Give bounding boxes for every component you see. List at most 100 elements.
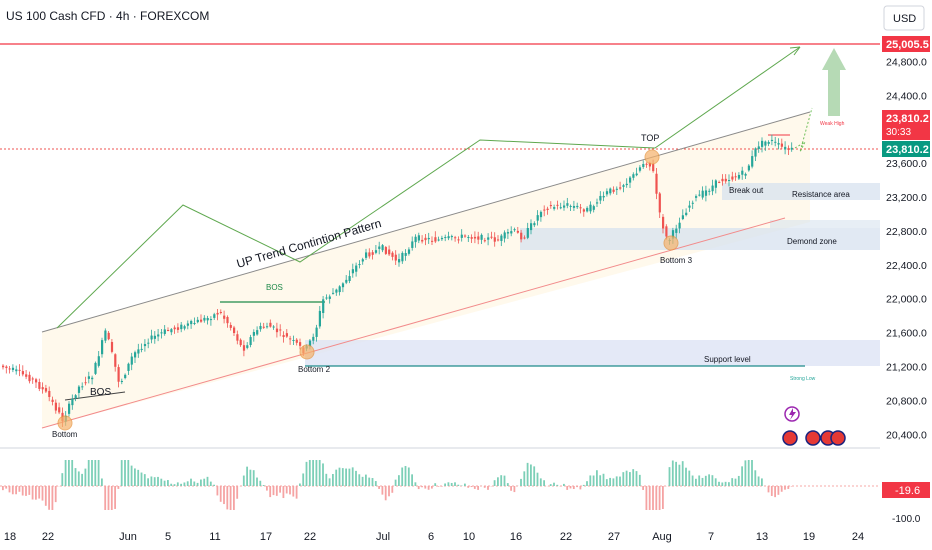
oscillator-bar xyxy=(612,478,615,486)
candle-body xyxy=(602,195,605,198)
oscillator-bar xyxy=(688,470,691,486)
oscillator-bar xyxy=(777,486,780,495)
oscillator-bar xyxy=(754,470,757,486)
candle-body xyxy=(457,239,460,241)
oscillator-bar xyxy=(450,482,453,486)
oscillator-bar xyxy=(493,480,496,486)
oscillator-bar xyxy=(38,486,41,499)
oscillator-bar xyxy=(305,461,308,486)
candle-body xyxy=(523,237,526,239)
candle-body xyxy=(582,209,585,212)
support-level-label: Support level xyxy=(704,355,751,364)
candle-body xyxy=(328,296,331,299)
candle-body xyxy=(635,173,638,176)
time-tick-label: 16 xyxy=(510,531,522,543)
price-tick-label: 22,800.0 xyxy=(886,226,927,238)
candle-body xyxy=(35,379,38,383)
oscillator-bar xyxy=(579,486,582,490)
candle-body xyxy=(84,382,87,384)
candle-body xyxy=(553,207,556,209)
oscillator-bar xyxy=(282,486,285,499)
currency-button[interactable] xyxy=(883,5,925,31)
candle-body xyxy=(312,336,315,341)
candle-body xyxy=(780,143,783,147)
candle-body xyxy=(526,227,529,238)
currency-label: USD xyxy=(893,13,916,25)
channel-lower-line xyxy=(41,217,786,429)
candle-body xyxy=(223,315,226,319)
candle-body xyxy=(41,387,44,390)
oscillator-bar xyxy=(503,475,506,486)
oscillator-bar xyxy=(536,472,539,486)
candle-body xyxy=(655,173,658,194)
candle-body xyxy=(269,322,272,327)
candle-body xyxy=(609,188,612,194)
oscillator-bar xyxy=(332,473,334,486)
flag-icons[interactable] xyxy=(782,430,846,446)
candle-body xyxy=(533,223,536,226)
demand-zone-label: Demond zone xyxy=(787,237,837,246)
candle-body xyxy=(206,317,209,321)
oscillator-bar xyxy=(404,465,407,486)
oscillator-bar xyxy=(81,473,83,486)
target-price-text: 25,005.5 xyxy=(886,39,929,51)
oscillator-bar xyxy=(381,486,384,495)
oscillator-bar xyxy=(170,483,173,486)
oscillator-bar xyxy=(368,477,371,486)
candle-body xyxy=(579,207,582,209)
candle-body xyxy=(744,173,747,176)
candle-body xyxy=(18,369,21,371)
candle-body xyxy=(262,326,265,328)
oscillator-bar xyxy=(11,486,14,495)
oscillator-bar xyxy=(599,475,602,486)
countdown-text: 30:33 xyxy=(886,127,911,138)
oscillator-bar xyxy=(147,478,149,486)
bos-mid-label: BOS xyxy=(266,283,283,292)
oscillator-bar xyxy=(658,486,661,510)
oscillator-bar xyxy=(767,486,770,493)
candle-body xyxy=(196,319,199,323)
bos-left-label: BOS xyxy=(90,387,111,398)
oscillator-bar xyxy=(193,481,196,486)
oscillator-bar xyxy=(589,475,592,486)
oscillator-bar xyxy=(28,486,31,495)
candle-body xyxy=(536,215,539,221)
oscillator-bar xyxy=(691,475,694,486)
oscillator-bar xyxy=(539,478,542,486)
candle-body xyxy=(170,329,173,333)
bottom3-label: Bottom 3 xyxy=(660,256,693,265)
oscillator-bar xyxy=(454,482,456,486)
candle-body xyxy=(74,395,77,399)
candle-body xyxy=(711,185,714,192)
price-tick-label: 21,200.0 xyxy=(886,361,927,373)
price-tick-label: 24,800.0 xyxy=(886,56,927,68)
candle-body xyxy=(516,230,519,233)
candle-body xyxy=(721,178,724,182)
candle-body xyxy=(497,239,500,241)
candle-body xyxy=(431,240,434,242)
candle-body xyxy=(464,235,467,237)
candle-body xyxy=(530,223,533,231)
bottom-marker xyxy=(57,415,73,431)
candle-body xyxy=(332,292,335,294)
us-flag-icon[interactable] xyxy=(830,430,846,446)
us-flag-icon[interactable] xyxy=(782,430,798,446)
bottom-label: Bottom xyxy=(52,430,78,439)
price-tick-label: 20,400.0 xyxy=(886,429,927,441)
oscillator-bar xyxy=(648,486,651,510)
us-flag-icon[interactable] xyxy=(805,430,821,446)
oscillator-bar xyxy=(127,460,130,486)
candle-body xyxy=(483,240,486,242)
candle-body xyxy=(632,174,635,178)
candle-body xyxy=(15,369,18,372)
candle-body xyxy=(117,367,120,382)
candle-body xyxy=(351,269,354,274)
demand-zone xyxy=(520,228,880,250)
time-tick-label: 18 xyxy=(4,531,16,543)
oscillator-bar xyxy=(229,486,232,510)
candle-body xyxy=(513,229,516,231)
candle-body xyxy=(741,170,744,175)
support-zone xyxy=(305,340,880,366)
oscillator-bar xyxy=(256,477,258,486)
